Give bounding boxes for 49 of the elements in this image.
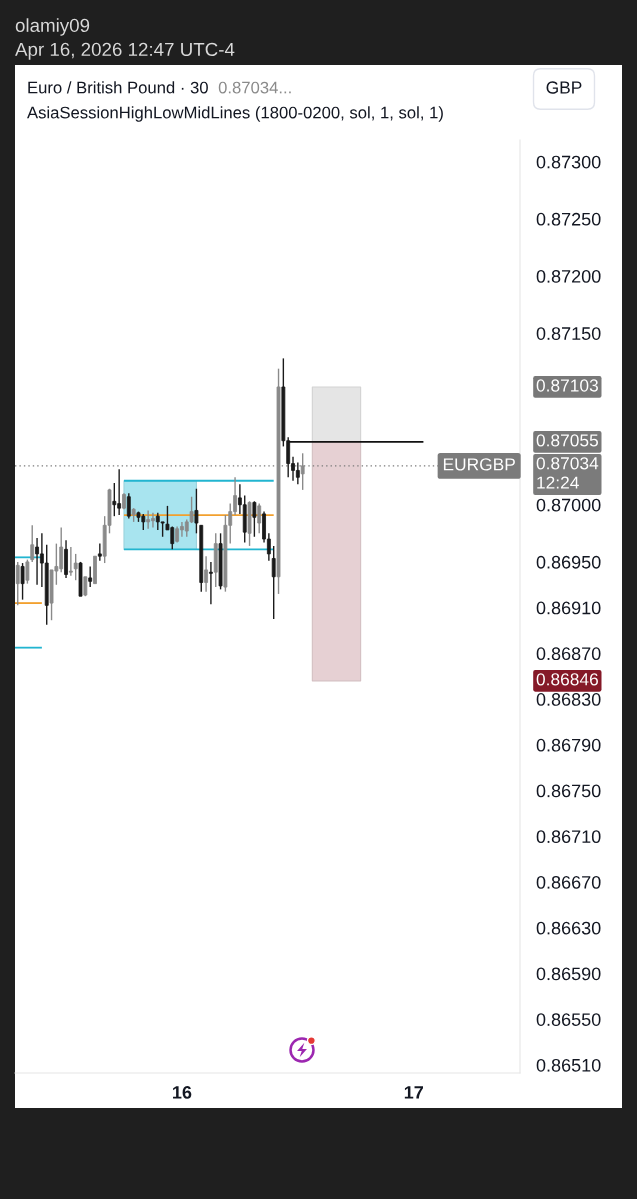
candlestick	[204, 555, 208, 593]
y-tick-label: 0.86870	[536, 647, 601, 661]
candlestick	[252, 500, 257, 538]
candlestick	[146, 509, 151, 530]
chart-subtitle: AsiaSessionHighLowMidLines (1800-0200, sol, 1, sol, 1)	[27, 106, 443, 122]
text: GBP	[546, 81, 582, 94]
candlestick	[295, 461, 300, 485]
y-tick-label: 0.86790	[536, 738, 601, 752]
candlestick	[97, 542, 102, 562]
candlestick	[300, 452, 305, 491]
y-tick-label: 0.86630	[536, 921, 601, 935]
x-tick-label: 16	[173, 1085, 192, 1099]
y-tick-label: 0.87200	[536, 270, 601, 283]
candlestick	[194, 488, 199, 535]
candlestick	[257, 502, 262, 535]
candlestick	[20, 562, 25, 601]
text: 0.87034...	[218, 81, 291, 94]
text: 0.86846	[536, 673, 598, 686]
x-tick-label: 17	[404, 1086, 423, 1099]
ref-line-label: EURGBP	[443, 458, 515, 471]
candlestick	[30, 524, 35, 563]
candlestick	[88, 565, 93, 588]
y-tick-label: 0.86830	[536, 693, 601, 706]
y-tick-label: 0.86670	[536, 875, 601, 889]
candlestick	[73, 553, 78, 581]
text: 0.87034 12:24	[536, 457, 599, 489]
candlestick	[209, 561, 213, 605]
candlestick	[15, 561, 20, 607]
text: Apr 16, 2026 12:47 UTC-4	[15, 42, 235, 60]
y-tick-label: 0.87300	[536, 155, 601, 169]
y-tick-label: 0.86950	[536, 555, 601, 569]
y-tick-label: 0.86590	[536, 967, 601, 981]
text: 0.87103	[536, 379, 598, 392]
y-tick-label: 0.86710	[536, 830, 601, 844]
y-tick-label: 0.86750	[536, 784, 601, 798]
candlestick	[112, 482, 117, 517]
y-tick-label: 0.87150	[536, 327, 601, 340]
chart-title: Euro / British Pound · 30	[28, 81, 208, 94]
y-tick-label: 0.86510	[536, 1058, 601, 1072]
y-tick-label: 0.87000	[536, 498, 601, 512]
text: olamiy09	[15, 18, 90, 36]
candlestick	[68, 546, 73, 577]
y-tick-label: 0.86550	[536, 1013, 601, 1026]
y-tick-label: 0.86910	[536, 601, 601, 615]
candlestick	[271, 545, 276, 620]
candlestick	[25, 558, 30, 585]
candlestick	[126, 492, 131, 520]
text: 0.87055	[536, 434, 598, 447]
y-tick-label: 0.87250	[536, 212, 601, 226]
